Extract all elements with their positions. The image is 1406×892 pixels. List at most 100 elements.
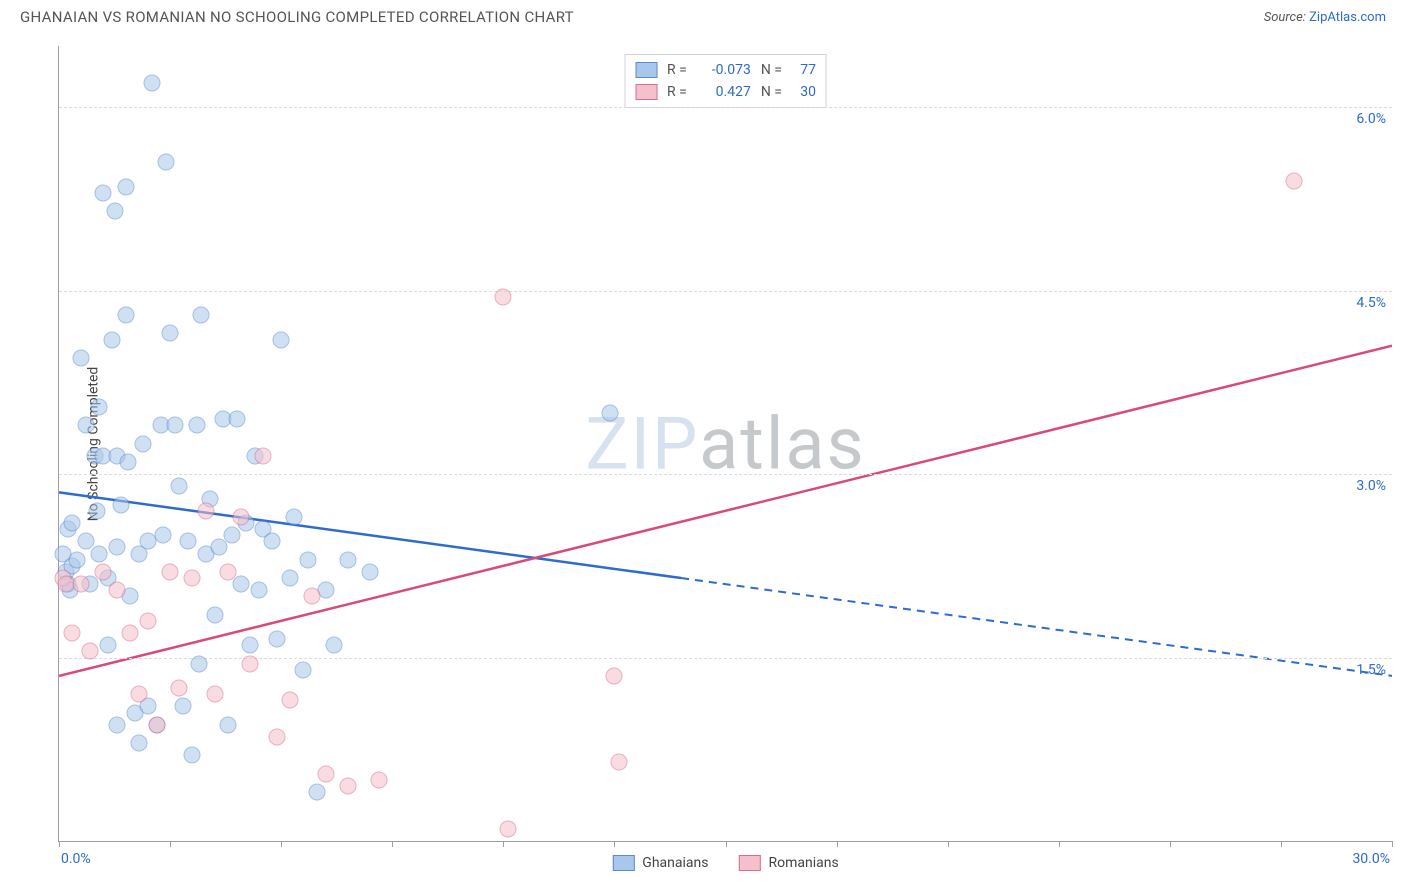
data-point [184,747,201,764]
data-point [162,563,179,580]
data-point [206,686,223,703]
data-point [122,625,139,642]
trend-lines [59,46,1392,841]
data-point [162,325,179,342]
data-point [108,539,125,556]
data-point [88,502,105,519]
data-point [170,680,187,697]
data-point [206,606,223,623]
legend-stats: R =-0.073N =77R =0.427N =30 [624,54,827,108]
grid-line [59,474,1392,475]
legend-item: Ghanaians [612,855,708,871]
data-point [242,655,259,672]
data-point [155,527,172,544]
grid-line [59,291,1392,292]
data-point [250,582,267,599]
x-tick [614,841,615,847]
data-point [175,698,192,715]
n-value: 30 [792,84,816,100]
plot-area: ZIPatlas R =-0.073N =77R =0.427N =30 Gha… [58,46,1392,842]
legend-stat-row: R =-0.073N =77 [635,59,816,81]
data-point [57,576,74,593]
data-point [73,576,90,593]
chart-container: No Schooling Completed ZIPatlas R =-0.07… [20,36,1392,852]
data-point [339,551,356,568]
data-point [170,478,187,495]
data-point [184,570,201,587]
data-point [157,154,174,171]
data-point [304,588,321,605]
data-point [268,631,285,648]
x-tick [948,841,949,847]
y-tick-label: 1.5% [1356,662,1386,678]
chart-title: GHANAIAN VS ROMANIAN NO SCHOOLING COMPLE… [20,8,574,26]
data-point [193,307,210,324]
grid-line [59,107,1392,108]
data-point [95,184,112,201]
x-tick [837,841,838,847]
data-point [188,417,205,434]
data-point [64,625,81,642]
x-axis-min: 0.0% [61,851,91,867]
x-tick [1170,841,1171,847]
data-point [233,508,250,525]
data-point [90,398,107,415]
legend-item: Romanians [738,855,838,871]
data-point [210,539,227,556]
data-point [495,288,512,305]
data-point [190,655,207,672]
data-point [197,502,214,519]
source-link[interactable]: ZipAtlas.com [1309,10,1386,25]
source-credit: Source: ZipAtlas.com [1264,10,1386,25]
r-value: 0.427 [697,84,751,100]
data-point [370,771,387,788]
data-point [73,349,90,366]
data-point [326,637,343,654]
x-axis-max: 30.0% [1352,851,1390,867]
x-tick [392,841,393,847]
x-tick [281,841,282,847]
data-point [139,533,156,550]
data-point [68,551,85,568]
data-point [282,570,299,587]
x-tick [1281,841,1282,847]
data-point [255,447,272,464]
r-label: R = [667,84,687,100]
data-point [499,820,516,837]
data-point [299,551,316,568]
legend-swatch [635,84,657,100]
data-point [108,582,125,599]
data-point [179,533,196,550]
legend-series: Ghanaians Romanians [612,855,838,871]
data-point [104,331,121,348]
data-point [308,784,325,801]
data-point [219,563,236,580]
y-tick-label: 6.0% [1356,111,1386,127]
data-point [64,515,81,532]
data-point [82,643,99,660]
data-point [233,576,250,593]
data-point [148,716,165,733]
y-tick-label: 3.0% [1356,478,1386,494]
legend-swatch [738,855,760,871]
data-point [606,667,623,684]
data-point [139,612,156,629]
n-value: 77 [792,62,816,78]
data-point [135,435,152,452]
data-point [286,508,303,525]
grid-line [59,658,1392,659]
n-label: N = [761,84,782,100]
data-point [117,307,134,324]
data-point [99,637,116,654]
data-point [242,637,259,654]
n-label: N = [761,62,782,78]
data-point [295,661,312,678]
data-point [130,686,147,703]
x-tick [59,841,60,847]
data-point [108,716,125,733]
data-point [268,729,285,746]
data-point [224,527,241,544]
x-tick [726,841,727,847]
legend-label: Romanians [768,855,838,871]
data-point [90,545,107,562]
